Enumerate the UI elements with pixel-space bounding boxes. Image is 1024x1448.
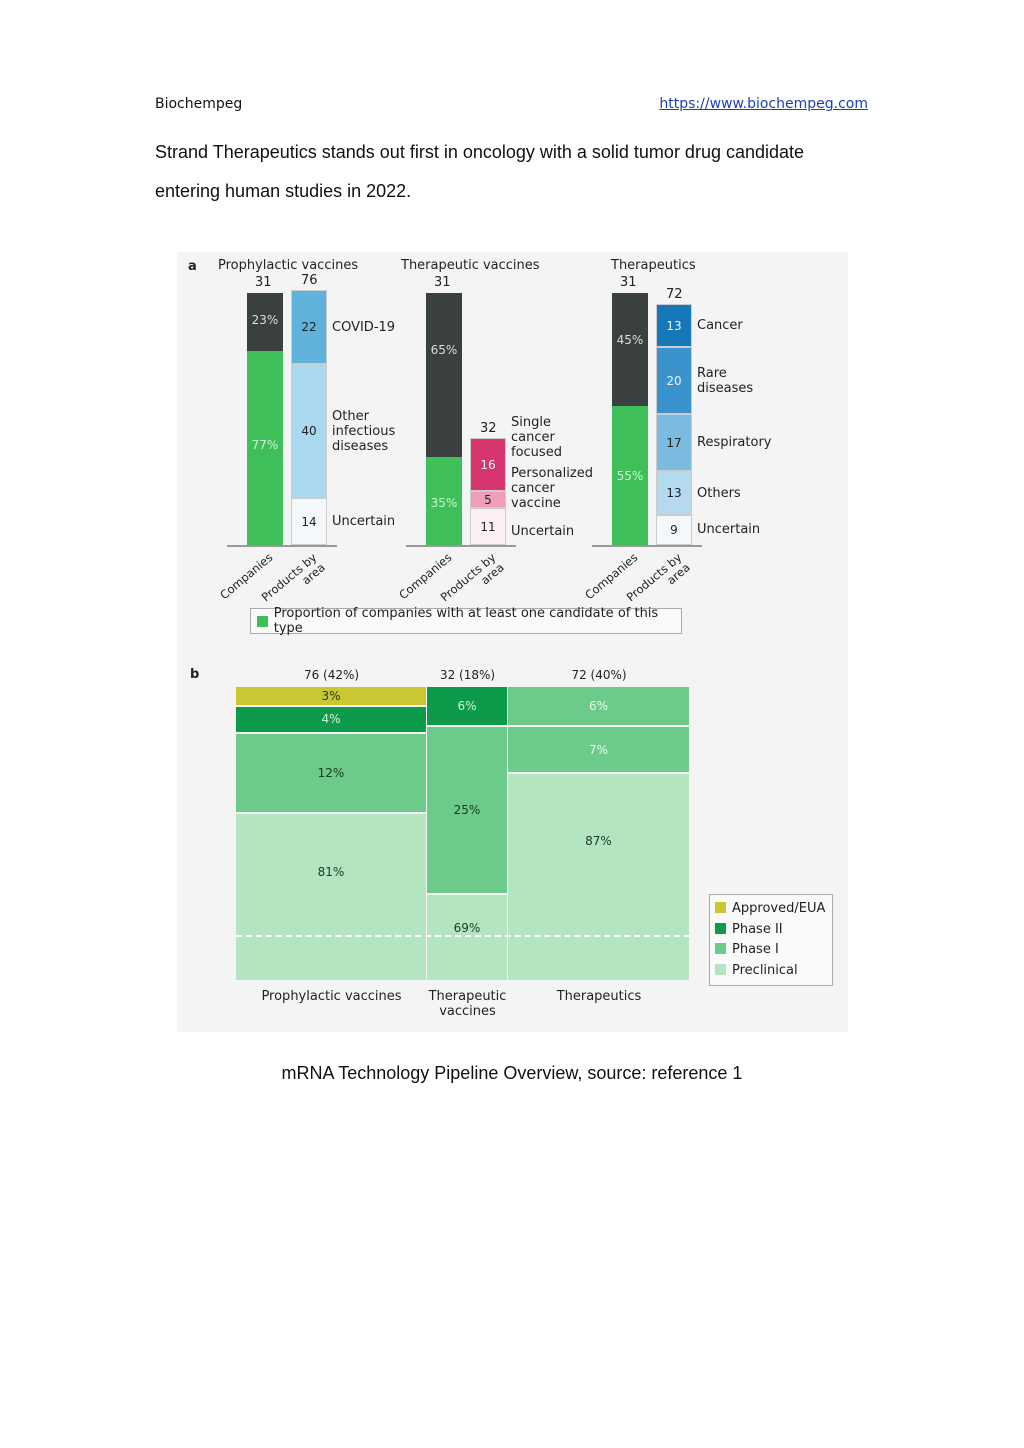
axis-break bbox=[236, 935, 690, 937]
column-name: Therapeutic vaccines bbox=[428, 989, 507, 1019]
stage-segment: 7% bbox=[508, 727, 689, 773]
baseline bbox=[227, 545, 337, 547]
products-bar-segment: 11 bbox=[470, 508, 506, 545]
legend-label: Phase I bbox=[732, 942, 779, 957]
legend-a: Proportion of companies with at least on… bbox=[250, 606, 682, 636]
products-bar-segment: 9 bbox=[656, 514, 692, 545]
companies-total: 31 bbox=[620, 275, 637, 290]
product-area-label: Cancer bbox=[697, 318, 743, 334]
products-bar-segment: 5 bbox=[470, 491, 506, 509]
companies-bar-segment: 23% bbox=[247, 293, 283, 351]
legend-label: Preclinical bbox=[732, 962, 798, 978]
product-area-label: Uncertain bbox=[697, 522, 761, 538]
pipeline-figure: a Prophylactic vaccines 31 23% 77% 76 22 COVID-… bbox=[177, 252, 848, 1032]
brand-name: Biochempeg bbox=[155, 96, 243, 112]
product-area-label: Others bbox=[697, 485, 741, 501]
legend-item: Phase I bbox=[715, 940, 832, 961]
stage-segment: 4% bbox=[236, 707, 426, 732]
legend-swatch bbox=[715, 922, 726, 934]
companies-total: 31 bbox=[255, 275, 272, 290]
companies-total: 31 bbox=[434, 275, 451, 290]
legend-item: Approved/EUA bbox=[715, 899, 832, 920]
stage-segment: 25% bbox=[427, 727, 507, 893]
products-bar-segment: 16 bbox=[470, 437, 506, 492]
stage-segment: 87% bbox=[508, 774, 689, 980]
panel-b-label: b bbox=[190, 667, 200, 682]
products-total: 72 bbox=[666, 286, 683, 302]
product-area-label: Uncertain bbox=[332, 514, 396, 530]
website-link[interactable]: https://www.biochempeg.com bbox=[659, 96, 868, 112]
stage-segment: 81% bbox=[236, 814, 426, 980]
companies-bar-segment: 65% bbox=[426, 293, 462, 457]
products-bar-segment: 22 bbox=[291, 290, 327, 365]
products-bar-segment: 20 bbox=[656, 347, 692, 415]
group-title: Therapeutic vaccines bbox=[401, 258, 540, 273]
product-area-label: Other infectious diseases bbox=[332, 408, 396, 454]
legend-label: Proportion of companies with at least on… bbox=[273, 606, 659, 636]
product-area-label: Personalized cancer vaccine bbox=[511, 466, 593, 511]
figure-caption: mRNA Technology Pipeline Overview, sourc… bbox=[281, 1063, 743, 1083]
group-title: Prophylactic vaccines bbox=[218, 258, 359, 273]
legend-label: Phase II bbox=[732, 921, 783, 937]
product-area-label: COVID-19 bbox=[332, 319, 396, 335]
legend-swatch bbox=[257, 615, 268, 627]
column-header: 72 (40%) bbox=[571, 668, 627, 682]
companies-bar-segment: 45% bbox=[612, 293, 648, 407]
products-bar-segment: 40 bbox=[291, 364, 327, 499]
column-header: 32 (18%) bbox=[439, 668, 496, 682]
products-bar-segment: 13 bbox=[656, 471, 692, 515]
product-area-label: Rare diseases bbox=[697, 365, 754, 396]
product-area-label: Respiratory bbox=[697, 435, 772, 451]
legend-swatch bbox=[715, 943, 726, 954]
column-name: Therapeutics bbox=[556, 989, 642, 1004]
products-bar-segment: 17 bbox=[656, 414, 692, 472]
product-area-label: Single cancer focused bbox=[511, 415, 562, 460]
companies-bar-segment: 55% bbox=[612, 406, 648, 545]
baseline bbox=[406, 545, 516, 547]
intro-line-1: Strand Therapeutics stands out first in … bbox=[155, 142, 805, 162]
stage-segment: 12% bbox=[236, 733, 426, 813]
legend-swatch bbox=[715, 963, 726, 975]
product-area-label: Uncertain bbox=[511, 524, 575, 539]
products-total: 76 bbox=[301, 273, 318, 289]
stage-segment: 3% bbox=[236, 687, 426, 706]
baseline bbox=[592, 545, 702, 547]
stage-segment: 69% bbox=[427, 894, 507, 980]
products-total: 32 bbox=[480, 420, 497, 436]
stage-segment: 6% bbox=[427, 687, 507, 726]
column-header: 76 (42%) bbox=[303, 668, 360, 682]
legend-item: Preclinical bbox=[715, 961, 832, 982]
companies-bar-segment: 77% bbox=[247, 350, 283, 545]
stage-segment: 6% bbox=[508, 687, 689, 726]
products-bar-segment: 13 bbox=[656, 303, 692, 348]
panel-a-label: a bbox=[188, 259, 197, 274]
legend-label: Approved/EUA bbox=[732, 901, 826, 916]
legend-item: Phase II bbox=[715, 920, 832, 941]
group-title: Therapeutics bbox=[611, 258, 696, 273]
products-bar-segment: 14 bbox=[291, 498, 327, 545]
companies-bar-segment: 35% bbox=[426, 456, 462, 545]
legend-swatch bbox=[715, 902, 726, 913]
legend-b: Approved/EUA Phase II Phase I Preclinical bbox=[709, 894, 833, 986]
column-name: Prophylactic vaccines bbox=[261, 989, 402, 1004]
intro-line-2: entering human studies in 2022. bbox=[155, 181, 412, 201]
